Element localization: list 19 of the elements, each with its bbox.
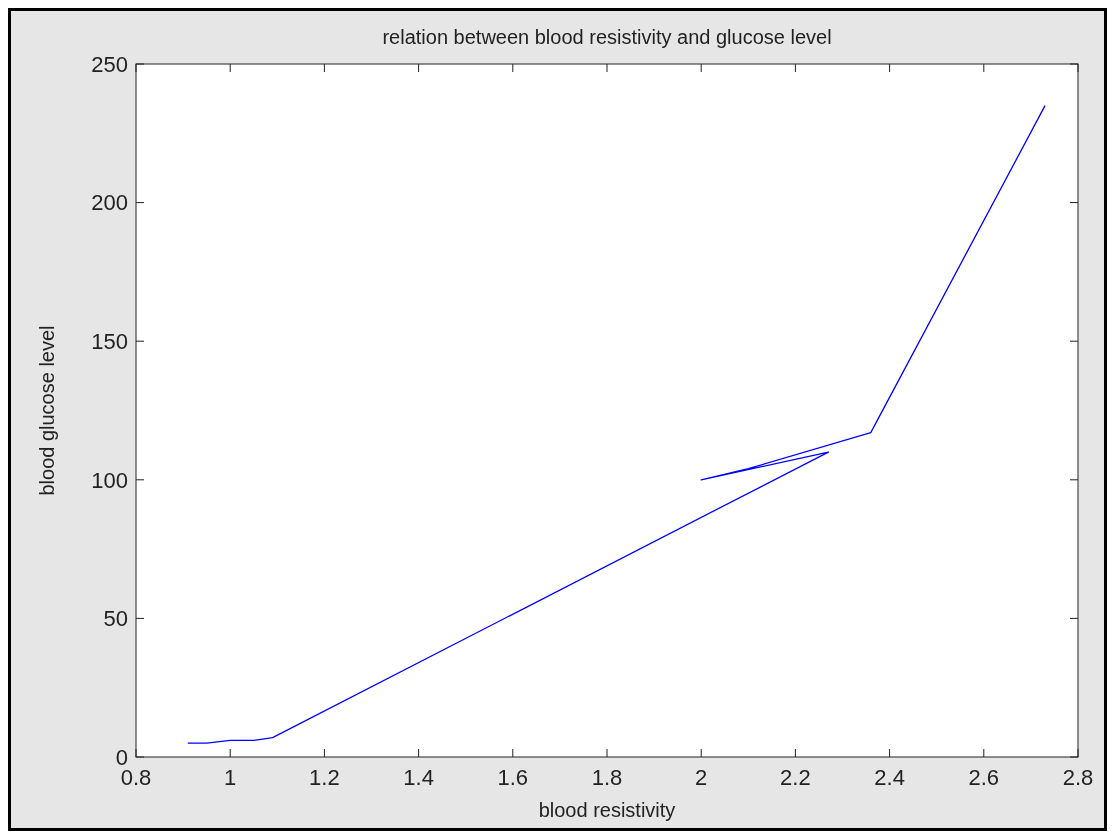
x-axis-title: blood resistivity (538, 799, 676, 821)
x-tick-label: 2.2 (780, 765, 811, 790)
chart-title: relation between blood resistivity and glucose level (382, 26, 832, 48)
x-tick-label: 2.6 (968, 765, 1000, 790)
y-tick-label: 50 (103, 606, 128, 632)
x-tick-label: 1.2 (309, 765, 340, 790)
y-tick-label: 250 (91, 51, 128, 77)
x-tick-label: 1.4 (403, 765, 434, 790)
x-tick-label: 1.8 (591, 765, 623, 790)
x-tick-label: 2.4 (874, 765, 905, 790)
y-tick-label: 200 (91, 190, 128, 216)
y-tick-label: 100 (91, 467, 128, 493)
x-tick-label: 2 (695, 765, 708, 790)
x-tick-label: 1.6 (497, 765, 529, 790)
y-tick-label: 150 (91, 328, 128, 354)
y-axis-title: blood glucose level (36, 325, 58, 496)
line-series (187, 104, 1046, 744)
x-tick-label: 1 (224, 765, 237, 790)
x-tick-label: 2.8 (1062, 765, 1094, 790)
